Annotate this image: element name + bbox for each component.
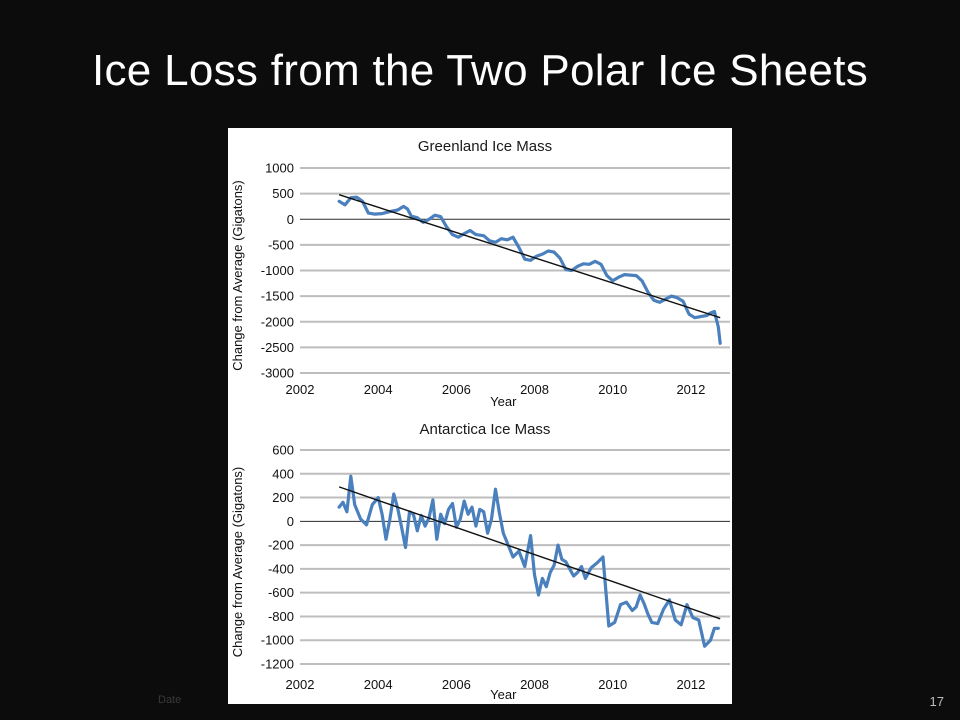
trend-line — [338, 486, 721, 620]
x-tick-label: 2010 — [598, 677, 627, 692]
x-tick-label: 2010 — [598, 382, 627, 397]
ice-mass-series-line — [337, 195, 722, 345]
y-tick-label: 500 — [272, 186, 294, 201]
y-tick-label: -200 — [268, 538, 294, 553]
y-tick-label: -1000 — [261, 633, 294, 648]
y-tick-label: -1500 — [261, 289, 294, 304]
x-tick-label: 2008 — [520, 677, 549, 692]
x-axis-label: Year — [490, 687, 517, 702]
trend-line — [338, 194, 721, 319]
x-tick-label: 2004 — [364, 677, 393, 692]
x-tick-label: 2006 — [442, 677, 471, 692]
y-tick-label: 0 — [287, 514, 294, 529]
x-axis-label: Year — [490, 394, 517, 409]
y-tick-label: -600 — [268, 585, 294, 600]
x-tick-label: 2002 — [286, 382, 315, 397]
slide-title: Ice Loss from the Two Polar Ice Sheets — [91, 46, 869, 95]
y-tick-label: -2000 — [261, 314, 294, 329]
x-tick-label: 2008 — [520, 382, 549, 397]
x-tick-label: 2004 — [364, 382, 393, 397]
y-tick-label: 400 — [272, 466, 294, 481]
y-tick-label: -800 — [268, 609, 294, 624]
x-tick-label: 2006 — [442, 382, 471, 397]
x-tick-label: 2012 — [676, 382, 705, 397]
x-tick-label: 2002 — [286, 677, 315, 692]
y-tick-label: 0 — [287, 212, 294, 227]
y-tick-label: -1000 — [261, 263, 294, 278]
y-tick-label: 1000 — [265, 161, 294, 176]
footer-date: Date — [158, 694, 182, 706]
x-tick-label: 2012 — [676, 677, 705, 692]
ice-mass-series-line — [337, 474, 720, 648]
y-tick-label: -500 — [268, 237, 294, 252]
y-axis-label: Change from Average (Gigatons) — [230, 467, 245, 658]
y-tick-label: 600 — [272, 443, 294, 458]
chart-title: Antarctica Ice Mass — [420, 421, 551, 438]
antarctica-chart: 600 400 200 0 -200 -400 -600 -800 -1000 -1200 2002… — [230, 421, 730, 702]
figure-panel: 1000 500 0 -500 -1000 -1500 -2000 -2500 -3000 200… — [228, 128, 732, 704]
y-tick-label: -1200 — [261, 657, 294, 672]
ice-mass-figure: 10005000-500-1000-1500-2000-2500-3000200… — [230, 138, 730, 702]
y-tick-label: -3000 — [261, 366, 294, 381]
y-tick-label: 200 — [272, 490, 294, 505]
y-tick-label: -2500 — [261, 340, 294, 355]
y-tick-label: -400 — [268, 561, 294, 576]
chart-title: Greenland Ice Mass — [418, 138, 552, 155]
page-number: 17 — [929, 694, 944, 709]
y-axis-label: Change from Average (Gigatons) — [230, 180, 245, 371]
greenland-chart: 10005000-500-1000-1500-2000-2500-3000200… — [230, 138, 730, 409]
